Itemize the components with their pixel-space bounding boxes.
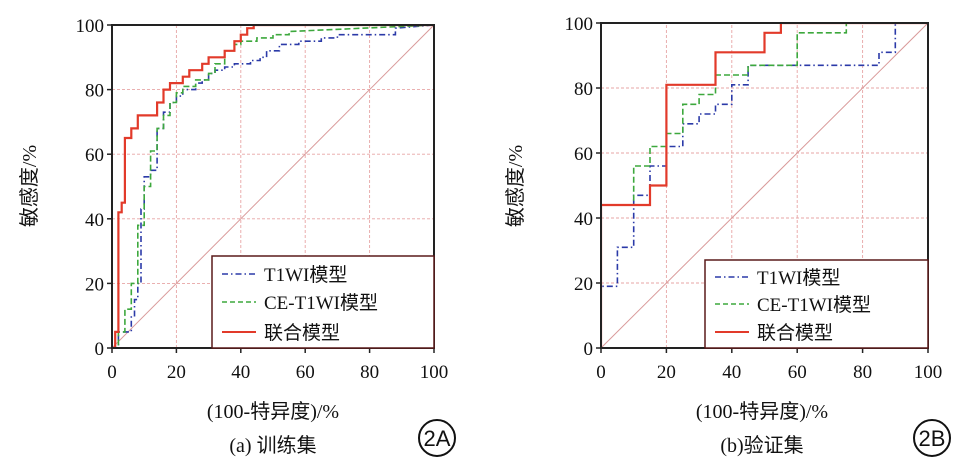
legend-label: CE-T1WI模型	[757, 294, 871, 316]
legend-label: 联合模型	[757, 322, 833, 344]
y-tick-label: 60	[85, 145, 104, 166]
panel-a: 0 20 40 60 80 100 0 20 40 60 80 100 T1WI模型 CE-T1WI…	[18, 16, 456, 457]
x-tick-label: 0	[596, 362, 606, 383]
x-tick-label: 100	[914, 362, 943, 383]
y-tick-label: 100	[76, 16, 105, 37]
y-ticks-b: 0 20 40 60 80 100	[565, 14, 601, 360]
x-axis-label-b: (100-特异度)/%	[696, 400, 828, 423]
diagonal-reference-a	[111, 24, 435, 349]
y-tick-label: 40	[574, 209, 593, 230]
x-tick-label: 40	[231, 362, 250, 383]
panel-b: 0 20 40 60 80 100 0 20 40 60 80 100 T1WI模型 CE-T1WI…	[504, 14, 951, 457]
series-group-b	[601, 23, 928, 348]
series-line	[112, 25, 434, 348]
y-axis-label-a: 敏感度/%	[18, 145, 41, 227]
caption-b: (b)验证集	[720, 434, 803, 457]
y-ticks-a: 0 20 40 60 80 100	[76, 16, 112, 360]
x-tick-label: 80	[360, 362, 379, 383]
series-group-a	[112, 25, 434, 348]
x-ticks-b: 0 20 40 60 80 100	[596, 348, 942, 383]
y-tick-label: 0	[584, 339, 594, 360]
y-tick-label: 20	[85, 274, 104, 295]
y-axis-label-b: 敏感度/%	[504, 145, 527, 227]
panel-badge-label-a: 2A	[424, 426, 451, 451]
x-tick-label: 100	[420, 362, 449, 383]
y-tick-label: 80	[85, 81, 104, 102]
x-tick-label: 0	[107, 362, 117, 383]
legend-a: T1WI模型 CE-T1WI模型 联合模型	[211, 255, 435, 349]
legend-b: T1WI模型 CE-T1WI模型 联合模型	[704, 259, 929, 349]
x-ticks-a: 0 20 40 60 80 100	[107, 348, 448, 383]
y-tick-label: 100	[565, 14, 594, 35]
series-line	[112, 25, 434, 348]
x-tick-label: 60	[788, 362, 807, 383]
y-tick-label: 40	[85, 210, 104, 231]
legend-label: CE-T1WI模型	[264, 292, 378, 314]
panel-badge-b	[913, 419, 951, 457]
y-tick-label: 60	[574, 144, 593, 165]
diagonal-reference-b	[600, 22, 929, 349]
y-tick-label: 80	[574, 79, 593, 100]
series-line	[601, 23, 928, 348]
y-tick-label: 0	[95, 339, 105, 360]
caption-a: (a) 训练集	[229, 434, 316, 457]
x-tick-label: 20	[167, 362, 186, 383]
x-tick-label: 20	[657, 362, 676, 383]
y-tick-label: 20	[574, 274, 593, 295]
x-axis-label-a: (100-特异度)/%	[207, 400, 339, 423]
series-line	[601, 23, 928, 348]
panel-badge-a	[418, 419, 456, 457]
legend-label: 联合模型	[264, 322, 340, 344]
legend-label: T1WI模型	[757, 267, 840, 289]
x-tick-label: 80	[853, 362, 872, 383]
x-tick-label: 60	[296, 362, 315, 383]
legend-label: T1WI模型	[264, 264, 347, 286]
x-tick-label: 40	[722, 362, 741, 383]
panel-badge-label-b: 2B	[919, 426, 946, 451]
